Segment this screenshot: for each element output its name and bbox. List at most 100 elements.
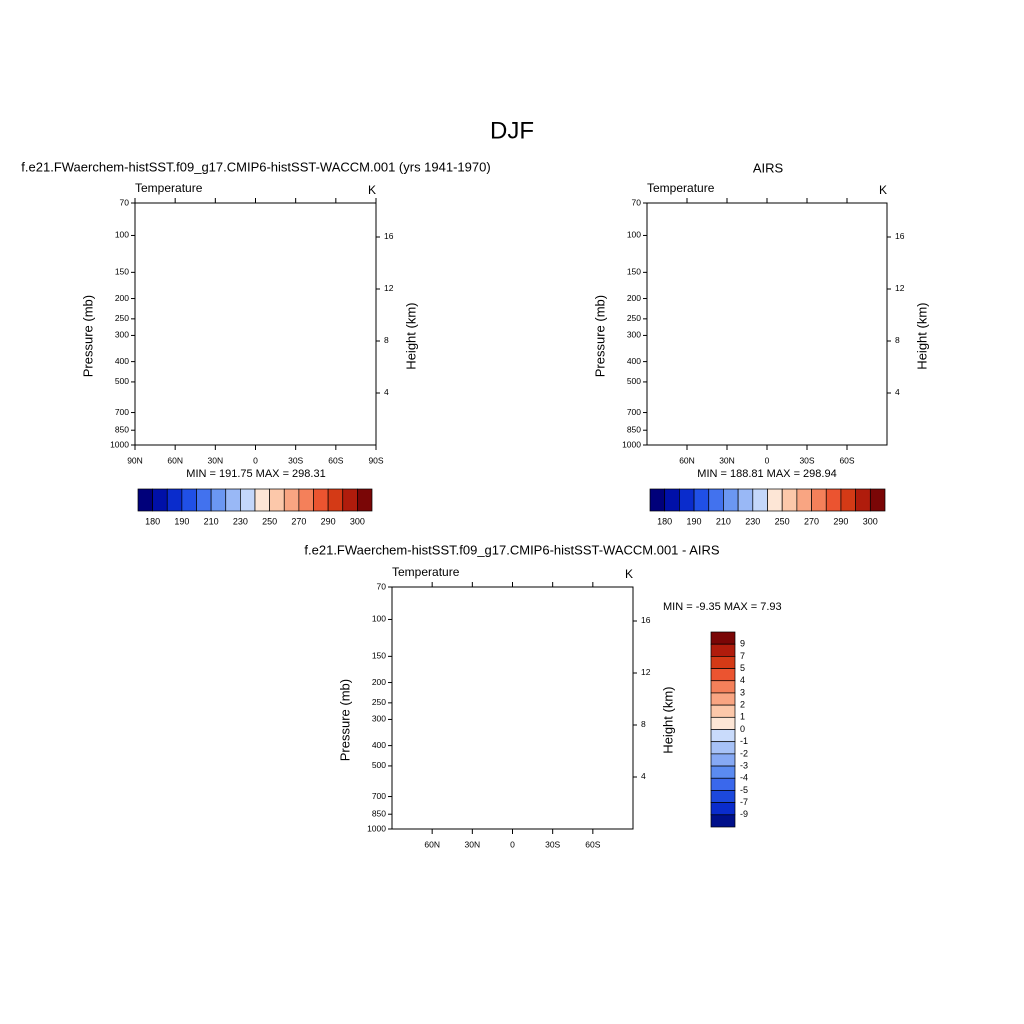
colorbar-box [649,488,666,512]
y-tick-label: 1000 [622,439,641,449]
y2-tick-label: 16 [641,615,651,625]
contour-fill [205,203,309,305]
y-tick-label: 100 [627,230,641,240]
colorbar-box [225,488,241,512]
colorbar-box [196,488,212,512]
plot-frame [646,202,888,446]
x-tick-label: 60S [585,839,600,849]
y-tick-label: 250 [372,697,386,707]
y-tick-label: 70 [120,197,130,207]
colorbar-box [710,729,736,743]
y-tick-label: 500 [115,376,129,386]
colorbar-label: -9 [740,809,748,819]
colorbar-box [781,488,798,512]
x-tick-label: 60S [839,455,854,465]
contour-fill [481,587,605,635]
colorbar-box [152,488,168,512]
contour-fill [743,441,791,445]
figure-title: DJF [490,117,534,144]
colorbar-label: 180 [657,516,672,526]
colorbar-box [283,488,300,512]
contour-fill [647,309,887,445]
contour-fill [666,372,868,445]
contour-fill [503,679,522,689]
left-string: Temperature [647,181,715,195]
left-string: Temperature [392,565,460,579]
contour-fill [594,674,633,713]
contour-fill [837,203,887,348]
colorbar-box [710,704,736,718]
colorbar-box [710,777,736,791]
contour-fill [647,198,671,266]
colorbar-box [710,765,736,779]
colorbar-box [710,692,736,706]
colorbar-box [796,488,812,512]
colorbar-label: 210 [204,516,219,526]
y-tick-label: 200 [372,677,386,687]
colorbar-label: 210 [716,516,731,526]
colorbar-label: 290 [321,516,336,526]
y2-tick-label: 8 [895,335,900,345]
contour-fill [623,339,911,445]
colorbar-label: -7 [740,797,748,807]
y2-tick-label: 4 [641,771,646,781]
x-tick-label: 0 [253,455,258,465]
y2-tick-label: 4 [384,387,389,397]
stats: MIN = 191.75 MAX = 298.31 [186,468,325,480]
colorbar-label: 250 [775,516,790,526]
x-tick-label: 30N [465,839,481,849]
contour-fill [135,355,376,445]
contour-fill [556,696,575,720]
colorbar-box [313,488,329,512]
colorbar-box [254,488,270,512]
contour-field [623,198,911,445]
colorbar-box [137,488,153,512]
x-tick-label: 60N [424,839,440,849]
y-tick-label: 200 [627,293,641,303]
colorbar-box [710,716,736,730]
y-tick-label: 250 [115,313,129,323]
colorbar-box [710,668,736,682]
y-tick-label: 100 [372,614,386,624]
contour-fill [224,203,289,276]
y-tick-label: 300 [372,714,386,724]
colorbar-box [869,488,886,512]
contour-fill [392,587,633,829]
y-tick-label: 500 [372,760,386,770]
y-tick-label: 700 [115,407,129,417]
colorbar-box [679,488,695,512]
colorbar-label: 300 [350,516,365,526]
y2-axis-label: Height (km) [914,303,929,370]
contour-fill [406,769,435,817]
contour-fill [325,203,376,348]
colorbar-box [693,488,710,512]
colorbar-box [664,488,680,512]
y2-tick-label: 8 [641,719,646,729]
stats: MIN = -9.35 MAX = 7.93 [663,601,782,613]
x-tick-label: 30N [208,455,224,465]
colorbar-label: 180 [145,516,160,526]
left-string: Temperature [135,181,203,195]
contour-fill [215,428,297,445]
contour-fill [647,329,887,445]
colorbar-label: 2 [740,700,745,710]
contour-fill [359,203,376,227]
contour-fill [392,816,445,829]
right-string: K [879,183,887,197]
contour-fill [154,372,356,445]
contour-fill [597,769,631,832]
y-tick-label: 700 [627,407,641,417]
contour-fill [606,778,625,826]
colorbar-box [710,741,736,755]
colorbar-box [840,488,856,512]
contour-fill [409,592,443,640]
contour-field [392,585,638,832]
x-tick-label: 30S [799,455,814,465]
colorbar-box [710,680,736,694]
contour-fill [717,203,820,305]
colorbar-box [811,488,827,512]
y-tick-label: 1000 [110,439,129,449]
contour-fill [870,203,887,227]
y-tick-label: 300 [627,330,641,340]
